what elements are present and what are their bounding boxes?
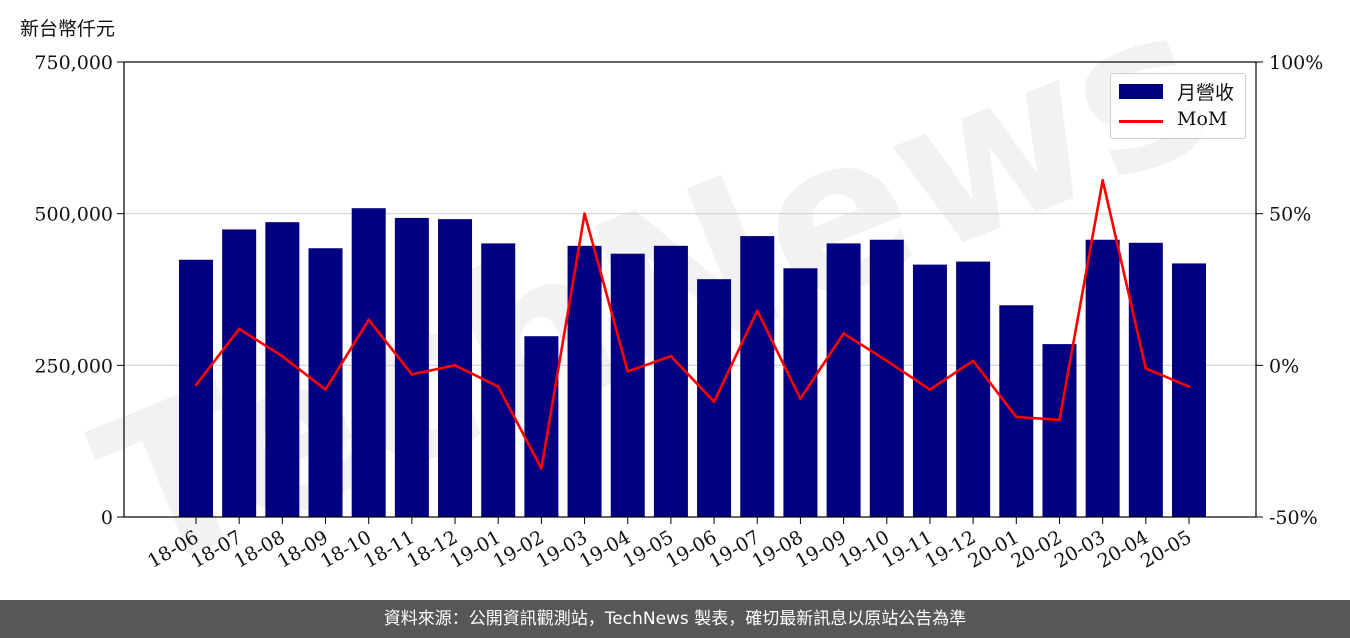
plot-frame (123, 61, 1257, 518)
bar-18-10 (351, 208, 386, 517)
bar-19-10 (869, 239, 904, 517)
bar-18-08 (265, 222, 300, 517)
bar-20-01 (999, 305, 1034, 517)
mom-point-20-04 (1144, 367, 1148, 370)
left-tick-label: 500,000 (34, 204, 113, 226)
bar-19-09 (826, 243, 861, 518)
bar-series (179, 208, 1206, 518)
left-tick-label: 0 (101, 507, 113, 529)
mom-point-19-05 (669, 354, 673, 358)
right-tick-label: -50% (1269, 507, 1318, 529)
mom-point-19-10 (885, 359, 889, 363)
mom-point-19-03 (583, 212, 586, 215)
bar-18-06 (179, 259, 213, 517)
mom-point-20-01 (1015, 415, 1018, 419)
mom-point-19-06 (712, 400, 716, 404)
legend-bar-swatch (1119, 84, 1163, 99)
mom-point-19-07 (755, 309, 759, 313)
mom-point-18-08 (281, 354, 284, 358)
mom-point-19-09 (842, 332, 845, 335)
bar-19-02 (524, 336, 559, 517)
legend-line-swatch (1119, 120, 1163, 123)
mom-point-19-02 (540, 467, 543, 470)
mom-point-19-04 (626, 370, 630, 373)
bar-20-04 (1128, 242, 1163, 517)
mom-point-18-11 (410, 373, 414, 376)
mom-point-19-08 (799, 397, 802, 401)
legend-label-mom: MoM (1177, 108, 1228, 130)
bar-19-06 (697, 279, 732, 517)
bar-20-02 (1042, 344, 1077, 517)
mom-point-18-06 (194, 383, 198, 387)
mom-series (194, 179, 1191, 470)
mom-point-18-09 (324, 388, 327, 391)
left-tick-label: 250,000 (34, 355, 113, 377)
source-footer: 資料來源：公開資訊觀測站，TechNews 製表，確切最新訊息以原站公告為準 (0, 600, 1350, 638)
x-tick-label: 20-05 (1137, 526, 1195, 572)
mom-point-20-03 (1101, 179, 1104, 182)
mom-point-19-01 (496, 385, 500, 388)
bar-19-07 (740, 236, 775, 517)
mom-point-18-10 (367, 318, 370, 322)
legend-item-mom: MoM (1111, 106, 1245, 134)
bar-19-05 (653, 245, 688, 517)
bar-18-11 (394, 217, 429, 517)
bar-19-04 (610, 253, 645, 517)
legend-label-revenue: 月營收 (1177, 82, 1235, 104)
legend-item-revenue: 月營收 (1111, 76, 1245, 104)
legend: 月營收 MoM (1110, 73, 1246, 139)
bar-20-05 (1172, 263, 1206, 517)
bar-19-03 (567, 245, 602, 517)
right-tick-label: 100% (1269, 52, 1323, 74)
mom-point-19-12 (971, 359, 975, 363)
bar-18-07 (222, 229, 257, 517)
mom-line (194, 179, 1190, 470)
mom-point-18-12 (453, 364, 457, 367)
bar-18-09 (308, 248, 343, 517)
mom-point-18-07 (237, 327, 241, 331)
left-tick-label: 750,000 (34, 52, 113, 74)
right-tick-label: 0% (1269, 355, 1299, 377)
bar-19-12 (956, 261, 991, 517)
mom-point-20-05 (1187, 385, 1191, 388)
mom-point-19-11 (928, 388, 932, 391)
bar-20-03 (1085, 239, 1120, 517)
y-axis-unit-label: 新台幣仟元 (20, 18, 116, 40)
bar-19-08 (783, 268, 818, 517)
right-tick-label: 50% (1269, 204, 1311, 226)
mom-point-20-02 (1058, 418, 1061, 422)
chart: TechNews 0250,000500,000750,000-50%0%50%… (34, 0, 1323, 600)
